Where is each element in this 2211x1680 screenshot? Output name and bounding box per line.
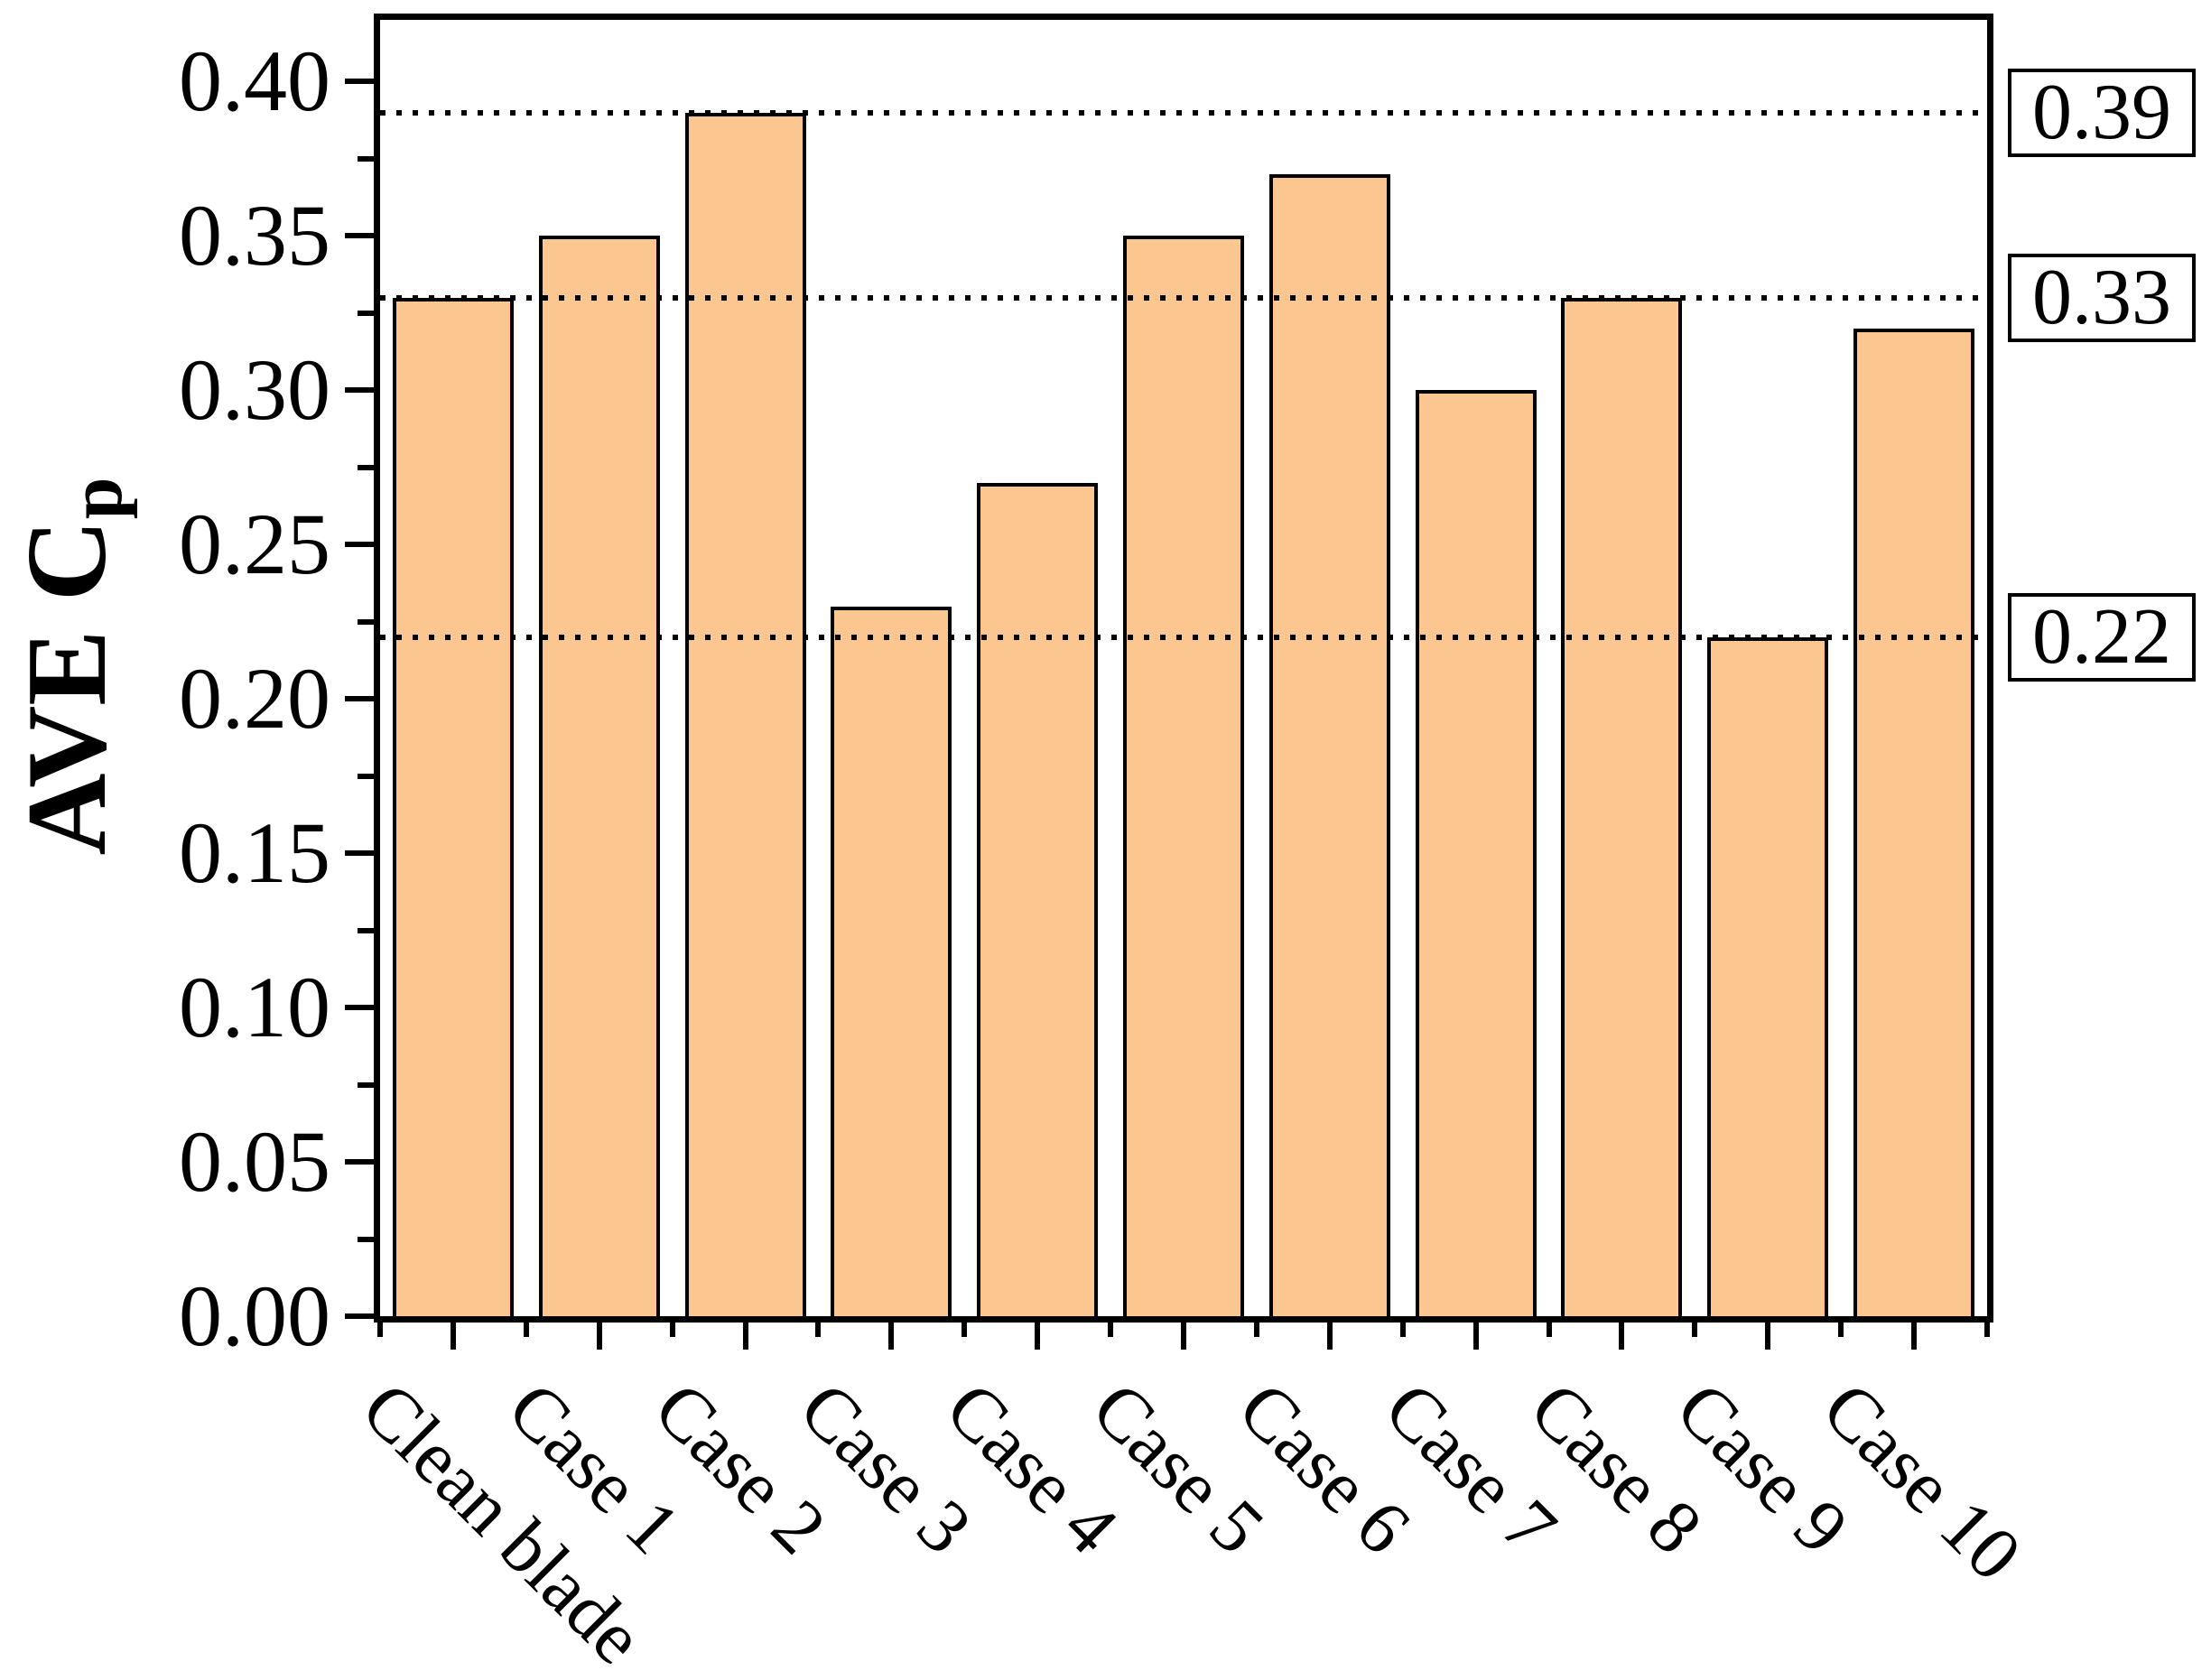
y-minor-tick — [358, 618, 374, 625]
x-major-tick-case-7 — [1472, 1323, 1479, 1350]
bar-case-2 — [684, 112, 806, 1316]
y-tick-label-0.10: 0.10 — [179, 959, 330, 1056]
bar-case-3 — [831, 606, 952, 1316]
bar-chart-figure: AVE Cp 0.00 0.05 0.10 0.15 0.20 0.25 0.30 0.35 0… — [5, 14, 2196, 1680]
y-major-tick-0.30 — [345, 387, 374, 394]
plot-area — [374, 14, 1993, 1323]
y-tick-label-0.00: 0.00 — [179, 1267, 330, 1364]
x-major-tick-case-5 — [1181, 1323, 1186, 1350]
bar-case-8 — [1561, 297, 1683, 1316]
x-minor-tick — [962, 1323, 968, 1337]
x-minor-tick — [1108, 1323, 1114, 1337]
bar-clean-blade — [392, 297, 514, 1316]
y-major-tick-0.05 — [345, 1159, 374, 1165]
reference-label-box-0.33: 0.33 — [2008, 253, 2196, 342]
x-major-tick-case-6 — [1326, 1323, 1333, 1350]
reference-label-box-0.39: 0.39 — [2008, 68, 2196, 157]
y-tick-label-0.05: 0.05 — [179, 1113, 330, 1211]
x-minor-tick — [1546, 1323, 1552, 1337]
reference-line-0.33 — [380, 294, 1987, 301]
bar-case-10 — [1853, 328, 1975, 1316]
bar-case-4 — [977, 482, 1099, 1316]
y-tick-label-0.20: 0.20 — [179, 650, 330, 747]
bar-case-5 — [1123, 236, 1244, 1316]
y-tick-label-0.15: 0.15 — [179, 804, 330, 902]
x-tick-label-case-10: Case 10 — [1806, 1366, 2038, 1597]
x-major-tick-case-2 — [742, 1323, 748, 1350]
y-major-tick-0.25 — [345, 542, 374, 548]
y-tick-label-0.35: 0.35 — [179, 187, 330, 284]
y-major-tick-0.00 — [345, 1313, 374, 1319]
x-minor-tick — [1984, 1323, 1990, 1337]
y-major-tick-0.40 — [345, 79, 374, 85]
x-major-tick-case-1 — [596, 1323, 602, 1350]
y-major-tick-0.35 — [345, 233, 374, 239]
y-minor-tick — [358, 1081, 374, 1088]
x-major-tick-clean-blade — [450, 1323, 456, 1350]
x-minor-tick — [815, 1323, 822, 1337]
x-major-tick-case-10 — [1911, 1323, 1918, 1350]
y-minor-tick — [358, 155, 374, 162]
y-major-tick-0.10 — [345, 1005, 374, 1011]
x-major-tick-case-9 — [1765, 1323, 1771, 1350]
x-minor-tick — [1692, 1323, 1698, 1337]
bar-case-9 — [1707, 636, 1829, 1316]
y-major-tick-0.20 — [345, 696, 374, 702]
x-minor-tick — [1838, 1323, 1844, 1337]
x-minor-tick — [1399, 1323, 1406, 1337]
x-minor-tick — [523, 1323, 529, 1337]
y-minor-tick — [358, 310, 374, 316]
x-major-tick-case-4 — [1035, 1323, 1041, 1350]
y-tick-label-0.25: 0.25 — [179, 496, 330, 593]
y-major-tick-0.15 — [345, 850, 374, 857]
bar-case-1 — [538, 236, 660, 1316]
x-minor-tick — [377, 1323, 383, 1337]
x-tick-label-case-6: Case 6 — [1222, 1366, 1426, 1571]
bar-case-6 — [1268, 173, 1390, 1316]
reference-line-0.39 — [380, 109, 1987, 116]
x-minor-tick — [1253, 1323, 1259, 1337]
y-minor-tick — [358, 464, 374, 470]
y-tick-label-0.40: 0.40 — [179, 32, 330, 130]
y-minor-tick — [358, 927, 374, 933]
reference-label-box-0.22: 0.22 — [2008, 592, 2196, 682]
y-minor-tick — [358, 773, 374, 779]
x-minor-tick — [669, 1323, 675, 1337]
reference-line-0.22 — [380, 634, 1987, 640]
bar-case-7 — [1415, 390, 1537, 1316]
y-minor-tick — [358, 1236, 374, 1242]
y-tick-label-0.30: 0.30 — [179, 341, 330, 439]
x-tick-label-case-5: Case 5 — [1075, 1366, 1280, 1571]
x-major-tick-case-3 — [888, 1323, 895, 1350]
x-major-tick-case-8 — [1619, 1323, 1625, 1350]
